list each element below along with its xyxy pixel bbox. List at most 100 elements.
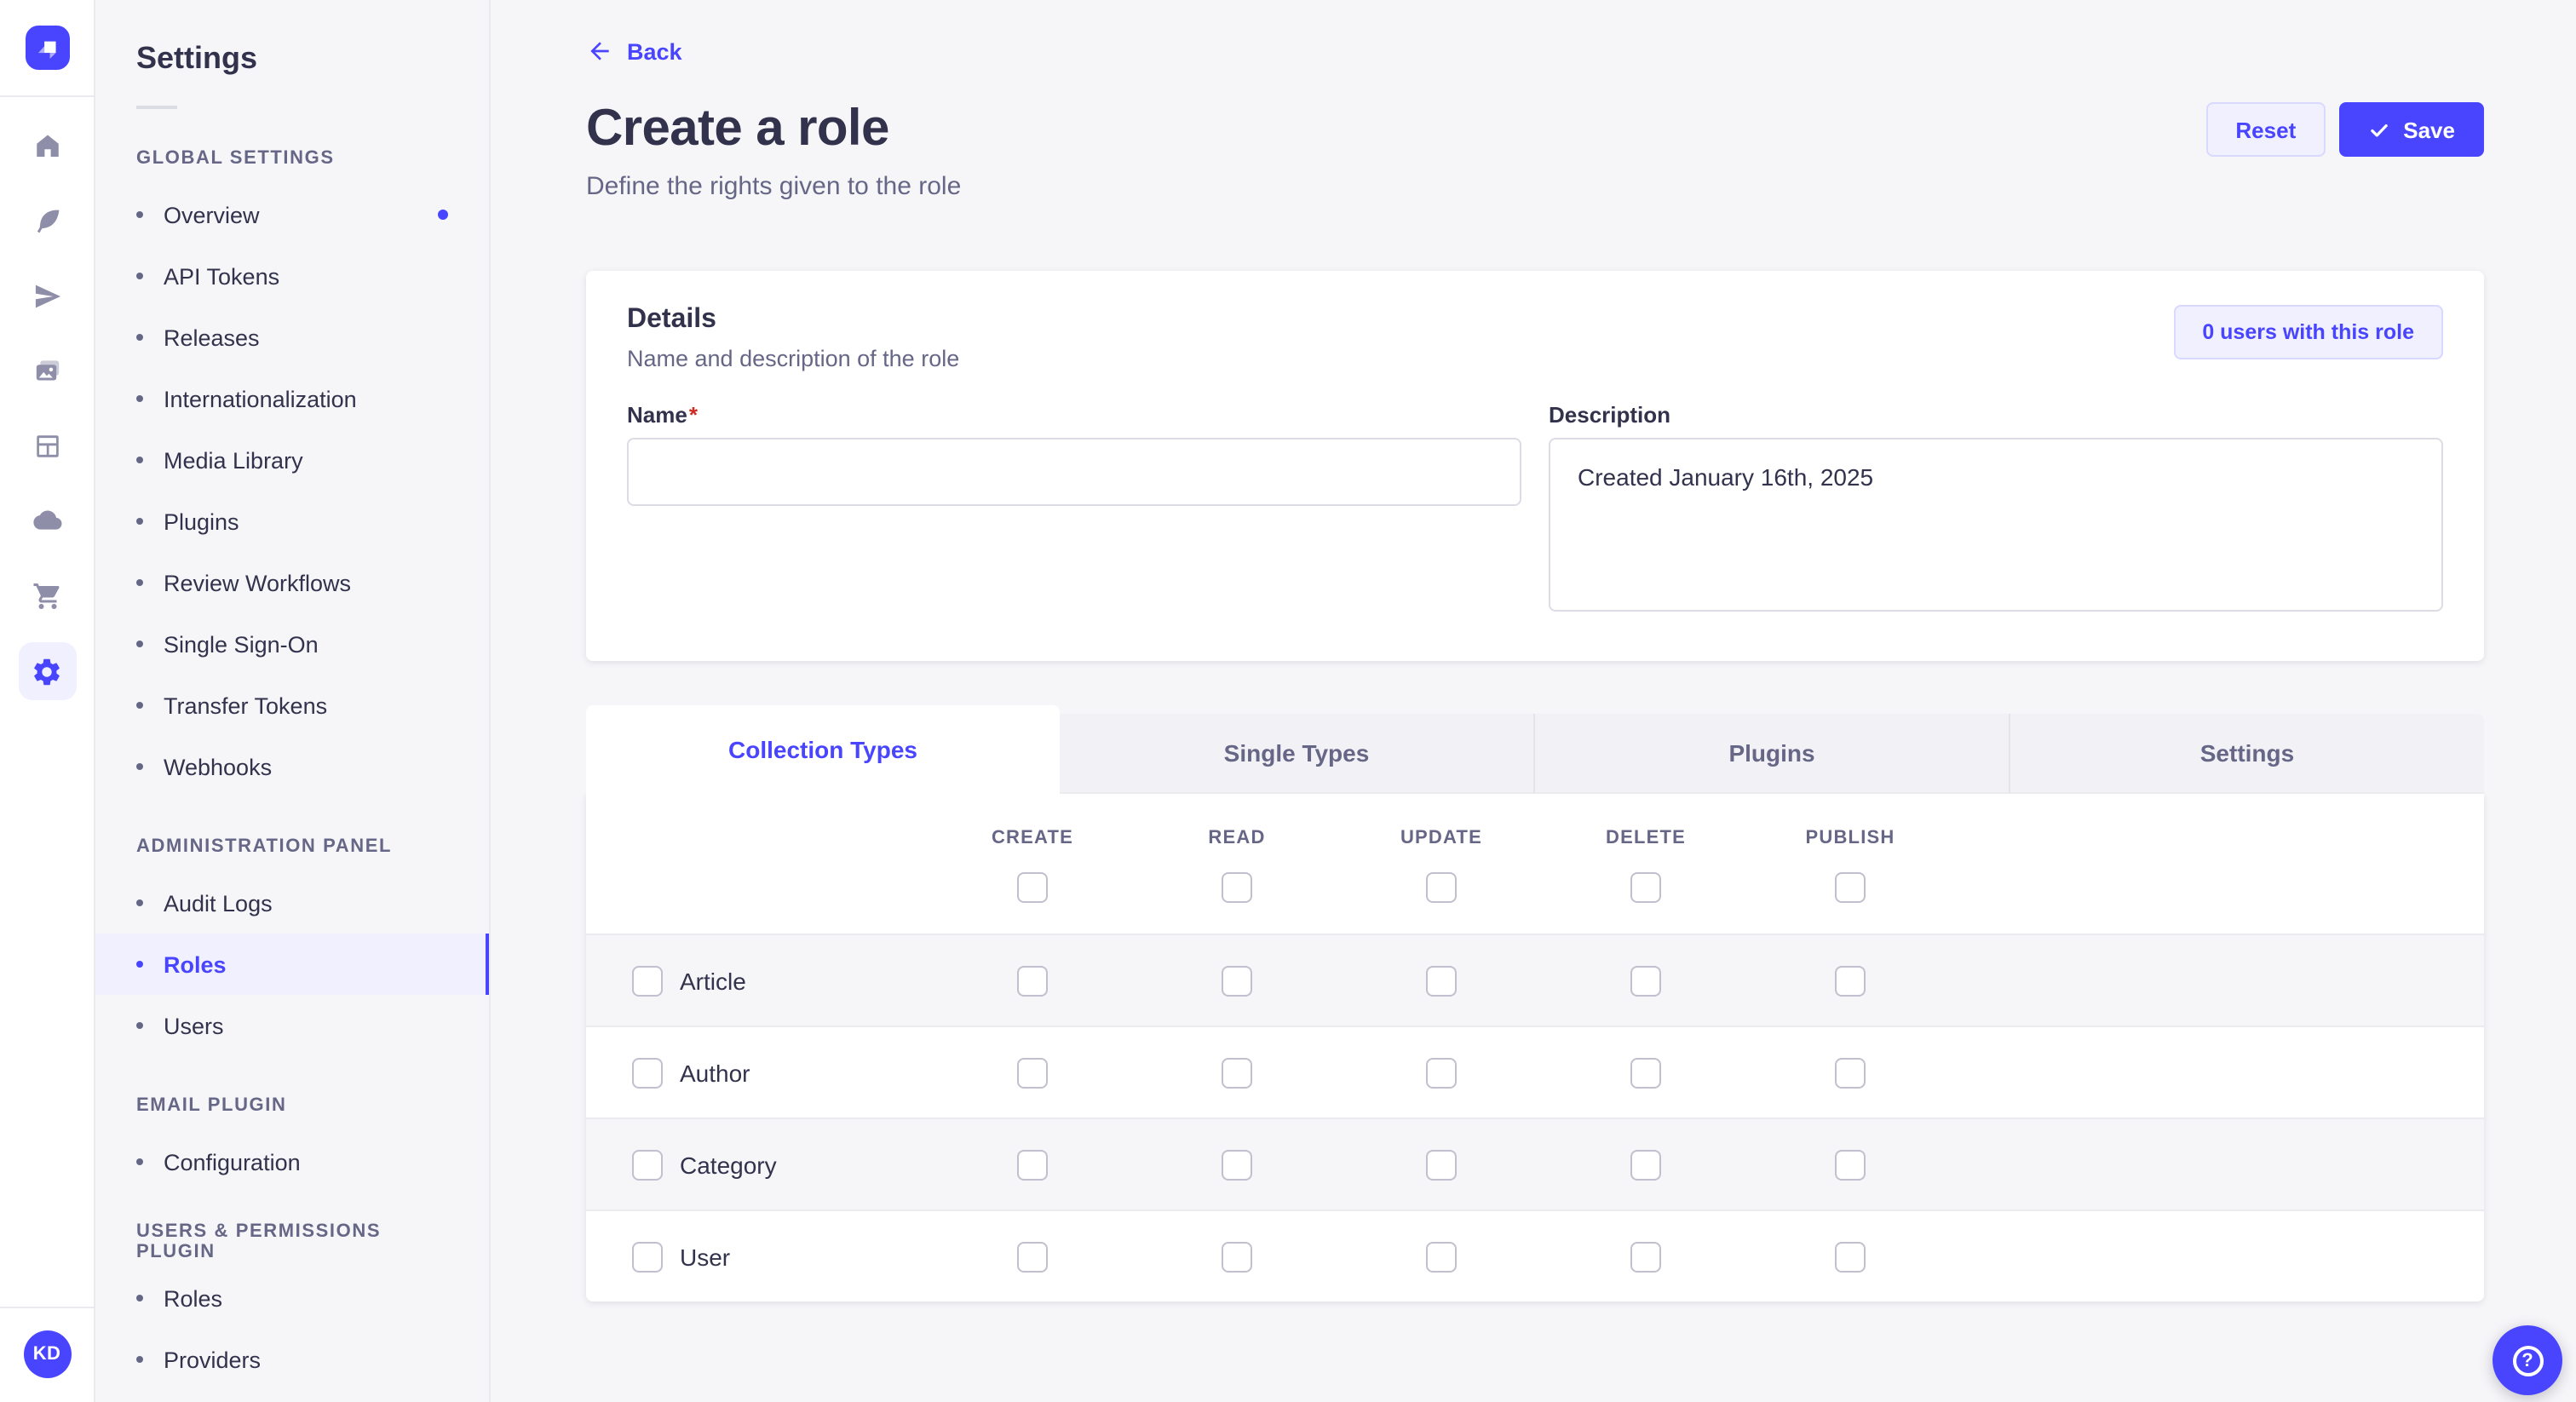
sidebar-section-users-permissions-plugin: USERS & PERMISSIONS PLUGIN Roles Providers xyxy=(95,1221,489,1390)
user-create-checkbox[interactable] xyxy=(1017,1241,1048,1272)
cloud-icon[interactable] xyxy=(18,492,76,550)
user-delete-checkbox[interactable] xyxy=(1630,1241,1661,1272)
sidebar-item-roles[interactable]: Roles xyxy=(95,1267,489,1329)
reset-button[interactable]: Reset xyxy=(2206,102,2326,157)
role-name-input[interactable] xyxy=(627,438,1521,506)
sidebar-item-transfer-tokens[interactable]: Transfer Tokens xyxy=(95,675,489,736)
sidebar-item-single-sign-on[interactable]: Single Sign-On xyxy=(95,613,489,675)
role-description-textarea[interactable]: Created January 16th, 2025 xyxy=(1549,438,2443,612)
tab-plugins[interactable]: Plugins xyxy=(1533,714,2009,794)
sidebar-item-configuration[interactable]: Configuration xyxy=(95,1131,489,1192)
feather-icon[interactable] xyxy=(18,192,76,250)
sidebar-item-releases[interactable]: Releases xyxy=(95,307,489,368)
sidebar-section-items: Roles Providers xyxy=(95,1267,489,1390)
user-avatar[interactable]: KD xyxy=(23,1330,71,1378)
bullet-icon xyxy=(136,518,143,525)
save-button[interactable]: Save xyxy=(2338,102,2484,157)
sidebar-item-media-library[interactable]: Media Library xyxy=(95,429,489,491)
sidebar-item-label: Audit Logs xyxy=(164,890,273,916)
select-all-read-checkbox[interactable] xyxy=(1222,872,1252,903)
help-button[interactable]: ? xyxy=(2493,1325,2562,1395)
rail-bottom: KD xyxy=(0,1307,94,1402)
sidebar-item-users[interactable]: Users xyxy=(95,995,489,1056)
details-header: Details Name and description of the role… xyxy=(627,305,2443,371)
category-delete-checkbox[interactable] xyxy=(1630,1149,1661,1180)
sidebar-item-label: Single Sign-On xyxy=(164,631,319,657)
article-update-checkbox[interactable] xyxy=(1426,965,1457,996)
category-create-checkbox[interactable] xyxy=(1017,1149,1048,1180)
home-icon[interactable] xyxy=(18,118,76,175)
category-publish-checkbox[interactable] xyxy=(1835,1149,1866,1180)
user-publish-checkbox[interactable] xyxy=(1835,1241,1866,1272)
article-delete-checkbox[interactable] xyxy=(1630,965,1661,996)
marketplace-cart-icon[interactable] xyxy=(18,567,76,625)
tab-collection-types[interactable]: Collection Types xyxy=(586,705,1060,794)
sidebar-item-providers[interactable]: Providers xyxy=(95,1329,489,1390)
bullet-icon xyxy=(136,702,143,709)
permission-row-user: User xyxy=(586,1210,2484,1301)
layout-icon[interactable] xyxy=(18,417,76,475)
question-mark-icon: ? xyxy=(2512,1345,2543,1376)
author-publish-checkbox[interactable] xyxy=(1835,1057,1866,1088)
sidebar-item-audit-logs[interactable]: Audit Logs xyxy=(95,872,489,934)
select-row-author-checkbox[interactable] xyxy=(632,1057,663,1088)
row-label-cell: User xyxy=(586,1241,930,1272)
sidebar-item-label: Internationalization xyxy=(164,386,357,411)
check-icon xyxy=(2367,118,2389,141)
select-all-create-checkbox[interactable] xyxy=(1017,872,1048,903)
select-row-article-checkbox[interactable] xyxy=(632,965,663,996)
category-update-checkbox[interactable] xyxy=(1426,1149,1457,1180)
user-update-checkbox[interactable] xyxy=(1426,1241,1457,1272)
sidebar-item-label: Users xyxy=(164,1013,224,1038)
select-row-category-checkbox[interactable] xyxy=(632,1149,663,1180)
author-read-checkbox[interactable] xyxy=(1222,1057,1252,1088)
column-header-read: READ xyxy=(1208,828,1266,848)
sidebar-item-overview[interactable]: Overview xyxy=(95,184,489,245)
sidebar-section-header: EMAIL PLUGIN xyxy=(136,1095,287,1116)
page-subtitle: Define the rights given to the role xyxy=(586,172,962,201)
sidebar-item-plugins[interactable]: Plugins xyxy=(95,491,489,552)
media-library-icon[interactable] xyxy=(18,342,76,400)
column-header-create: CREATE xyxy=(991,828,1073,848)
select-all-publish-checkbox[interactable] xyxy=(1835,872,1866,903)
select-all-update-checkbox[interactable] xyxy=(1426,872,1457,903)
article-read-checkbox[interactable] xyxy=(1222,965,1252,996)
tab-single-types[interactable]: Single Types xyxy=(1060,714,1533,794)
sidebar-sections: GLOBAL SETTINGS Overview API Tokens Release… xyxy=(95,143,489,1390)
sidebar-item-review-workflows[interactable]: Review Workflows xyxy=(95,552,489,613)
author-delete-checkbox[interactable] xyxy=(1630,1057,1661,1088)
back-label: Back xyxy=(627,38,682,64)
settings-gear-icon[interactable] xyxy=(18,642,76,700)
select-all-delete-checkbox[interactable] xyxy=(1630,872,1661,903)
article-publish-checkbox[interactable] xyxy=(1835,965,1866,996)
column-header-update: UPDATE xyxy=(1400,828,1482,848)
back-link[interactable]: Back xyxy=(586,37,682,65)
sidebar-item-roles[interactable]: Roles xyxy=(95,934,489,995)
sidebar-item-internationalization[interactable]: Internationalization xyxy=(95,368,489,429)
sidebar-title-rule xyxy=(136,106,177,109)
category-read-checkbox[interactable] xyxy=(1222,1149,1252,1180)
sidebar-section-items: Audit Logs Roles Users xyxy=(95,872,489,1056)
sidebar-item-webhooks[interactable]: Webhooks xyxy=(95,736,489,797)
name-label: Name * xyxy=(627,402,698,428)
sidebar-item-label: Transfer Tokens xyxy=(164,692,328,718)
user-read-checkbox[interactable] xyxy=(1222,1241,1252,1272)
strapi-logo[interactable] xyxy=(0,0,94,95)
tab-settings[interactable]: Settings xyxy=(2009,714,2484,794)
sidebar-item-api-tokens[interactable]: API Tokens xyxy=(95,245,489,307)
author-update-checkbox[interactable] xyxy=(1426,1057,1457,1088)
required-mark: * xyxy=(688,402,698,428)
select-row-user-checkbox[interactable] xyxy=(632,1241,663,1272)
sidebar-section-global-settings: GLOBAL SETTINGS Overview API Tokens Release… xyxy=(95,143,489,797)
settings-sidebar: Settings GLOBAL SETTINGS Overview API Toke… xyxy=(95,0,491,1402)
sidebar-item-label: Review Workflows xyxy=(164,570,352,595)
sidebar-item-label: Roles xyxy=(164,951,227,977)
arrow-left-icon xyxy=(586,37,613,65)
article-create-checkbox[interactable] xyxy=(1017,965,1048,996)
users-with-role-button[interactable]: 0 users with this role xyxy=(2173,305,2443,359)
details-title: Details xyxy=(627,305,716,334)
paper-plane-icon[interactable] xyxy=(18,267,76,325)
author-create-checkbox[interactable] xyxy=(1017,1057,1048,1088)
permission-row-category: Category xyxy=(586,1118,2484,1210)
sidebar-item-label: API Tokens xyxy=(164,263,280,289)
